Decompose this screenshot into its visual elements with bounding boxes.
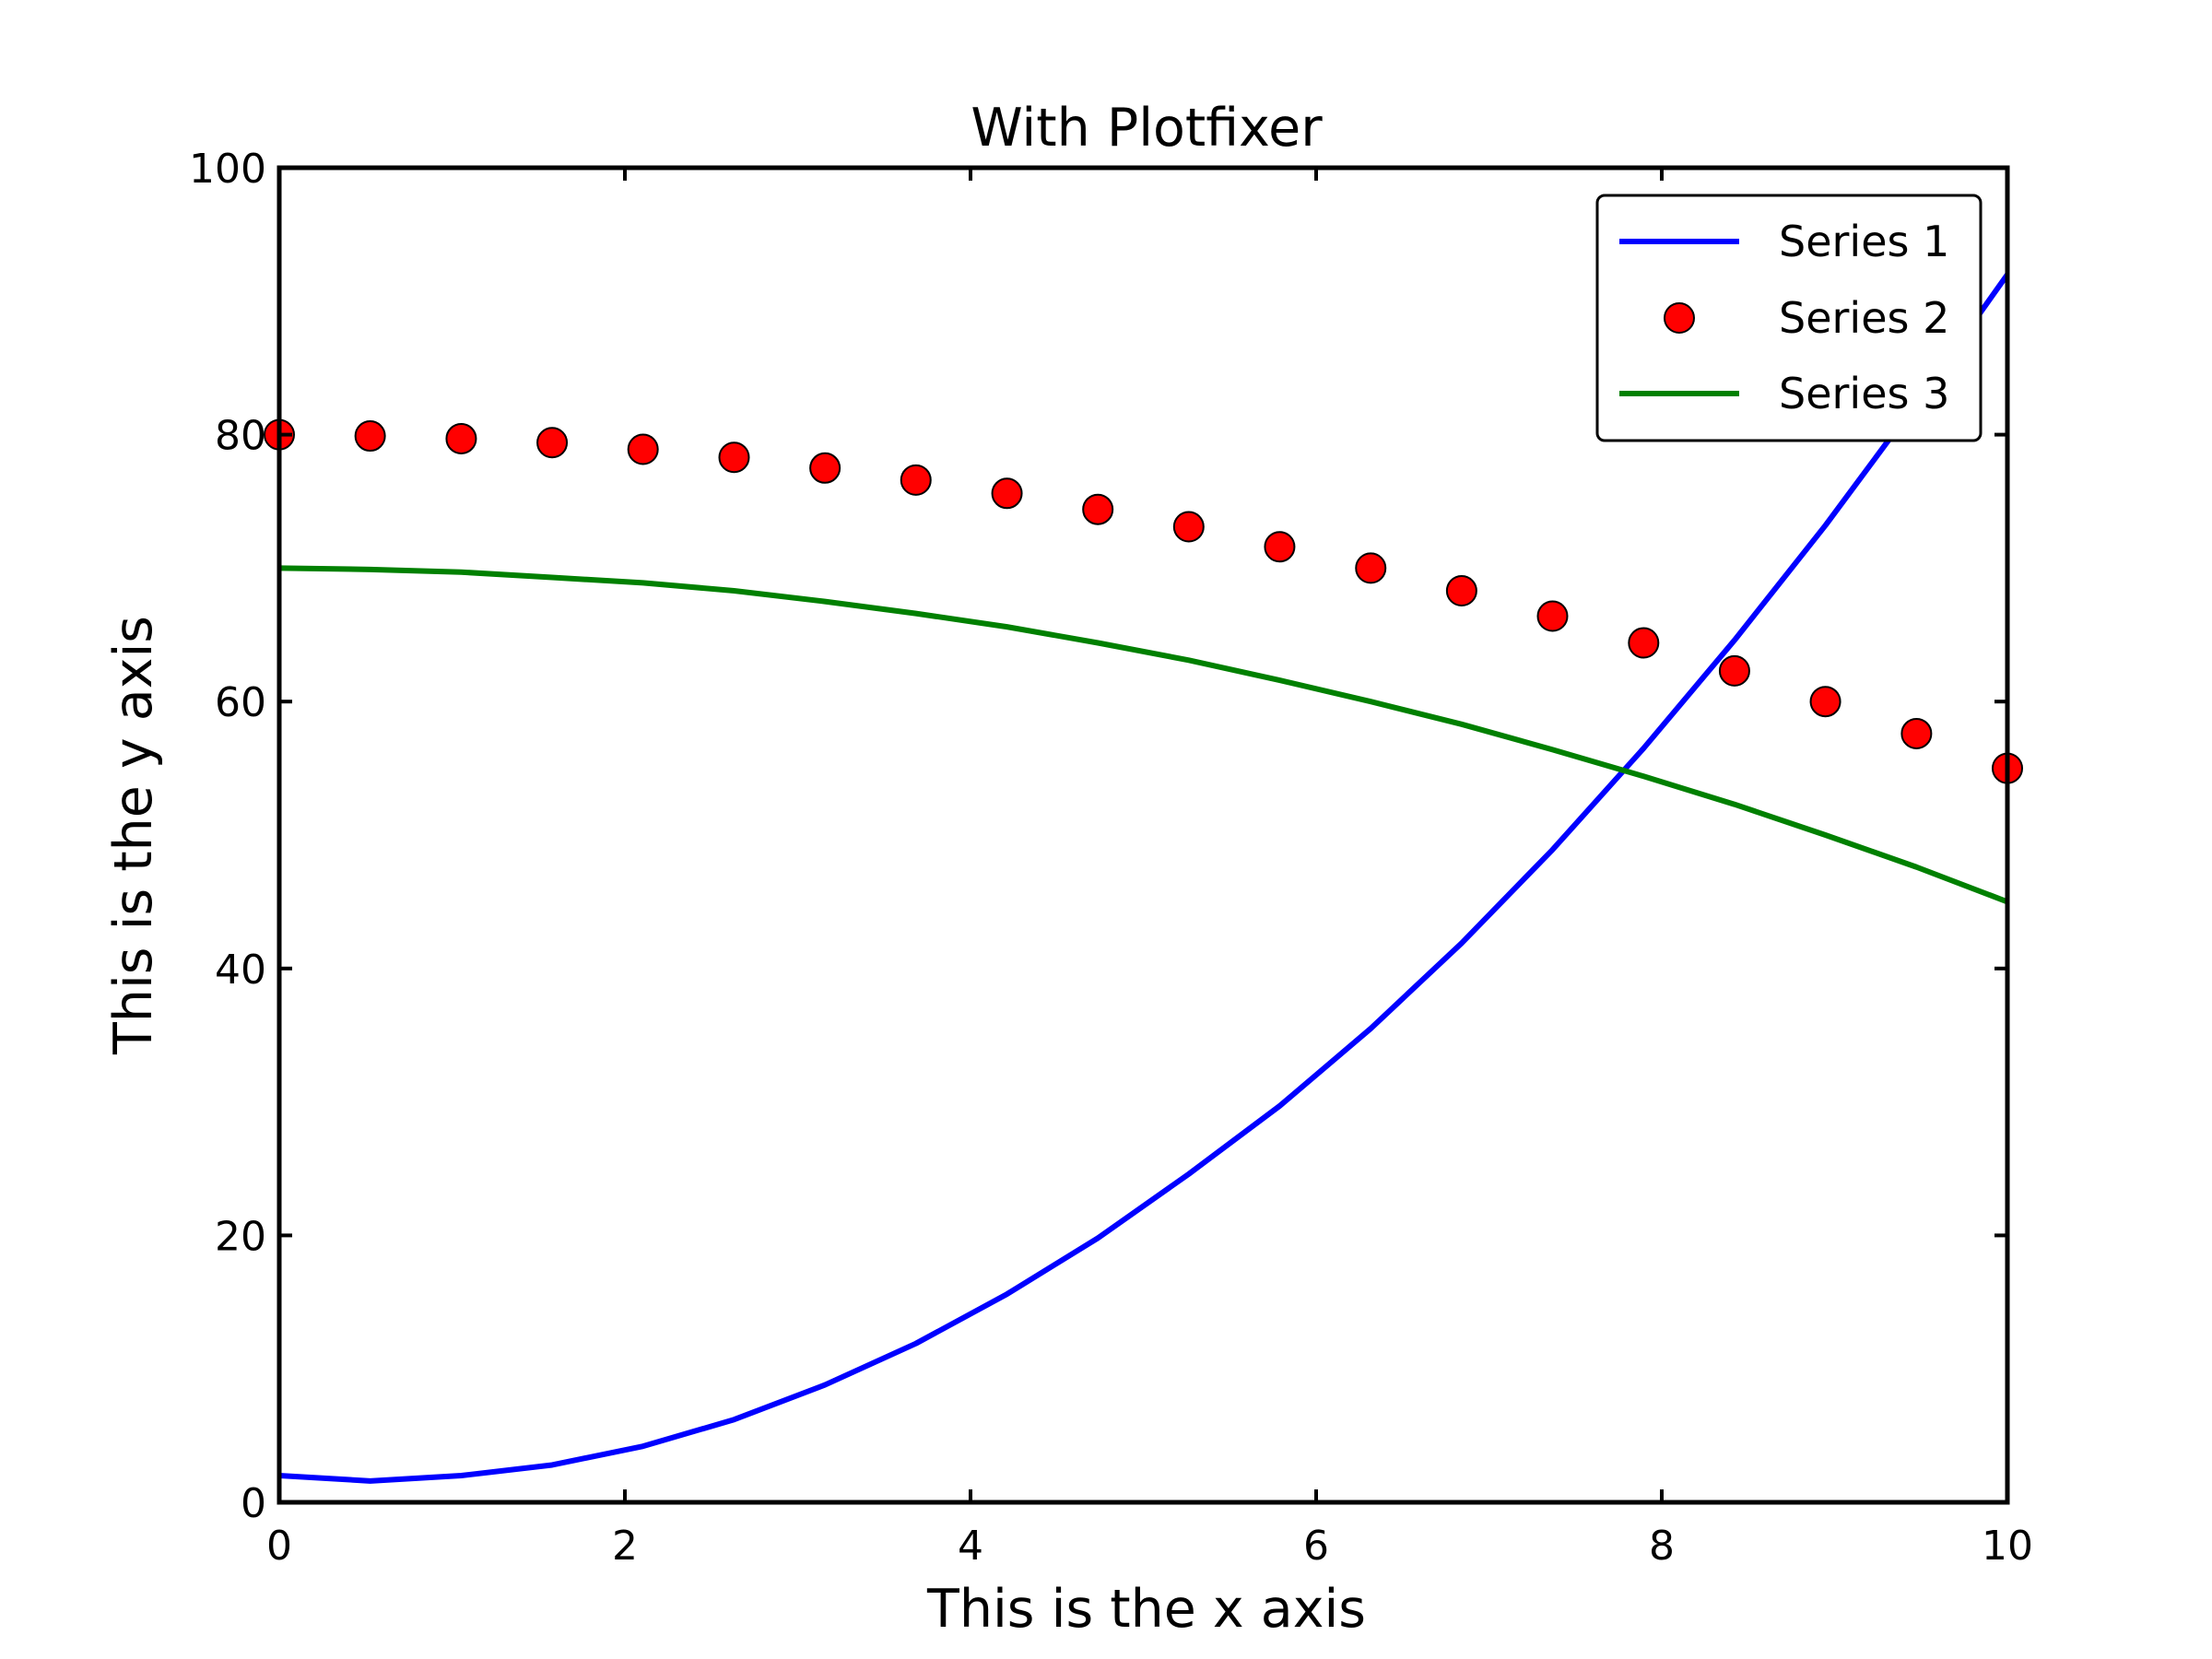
- series-2-point: [1900, 717, 1933, 749]
- series-2-point: [1809, 686, 1841, 718]
- x-tick-label: 6: [1303, 1523, 1329, 1570]
- series-lines: [279, 273, 2007, 1484]
- x-tick-label: 0: [266, 1523, 292, 1570]
- series-2-point: [991, 477, 1023, 510]
- series-2-point: [627, 433, 659, 465]
- series-2-point: [1082, 493, 1114, 525]
- x-tick-label: 8: [1649, 1523, 1675, 1570]
- x-tick-label: 10: [1982, 1523, 2033, 1570]
- y-tick-label: 80: [215, 413, 266, 460]
- y-tick-label: 0: [241, 1480, 266, 1527]
- series-2-point: [1264, 531, 1296, 563]
- legend: Series 1 Series 2 Series 3: [1595, 194, 1983, 442]
- legend-series-3-label: Series 3: [1779, 369, 1949, 418]
- y-tick-label: 60: [215, 679, 266, 726]
- plot-frame: [276, 165, 2010, 1505]
- y-tick-label: 40: [215, 947, 266, 994]
- y-axis-title: This is the y axis: [103, 616, 164, 1055]
- x-axis-title: This is the x axis: [926, 1579, 1366, 1640]
- series-2-point: [1718, 654, 1750, 687]
- series-2-point: [900, 464, 932, 496]
- series-2-point: [536, 427, 569, 459]
- legend-series-2-swatch: [1664, 302, 1695, 334]
- legend-series-1-label: Series 1: [1779, 217, 1949, 266]
- y-tick-label: 100: [189, 146, 266, 193]
- series-2-point: [809, 452, 841, 484]
- series-2-point: [1172, 511, 1205, 543]
- series-2-point: [1355, 552, 1387, 584]
- legend-entries: Series 1 Series 2 Series 3: [1619, 217, 1949, 418]
- series-2-point: [445, 422, 477, 454]
- series-2-point: [354, 420, 386, 453]
- chart-title: With Plotfixer: [971, 98, 1323, 159]
- series-1-line: [279, 273, 2007, 1484]
- series-3-line: [279, 565, 2007, 905]
- legend-frame: [1595, 194, 1983, 442]
- series-2-point: [1536, 600, 1569, 632]
- x-tick-label: 2: [612, 1523, 638, 1570]
- legend-series-2-label: Series 2: [1779, 293, 1949, 343]
- y-tick-label: 20: [215, 1213, 266, 1260]
- series-2-point: [1628, 627, 1660, 659]
- x-tick-label: 4: [958, 1523, 983, 1570]
- series-2-point: [1445, 575, 1477, 607]
- series-2-point: [718, 441, 750, 474]
